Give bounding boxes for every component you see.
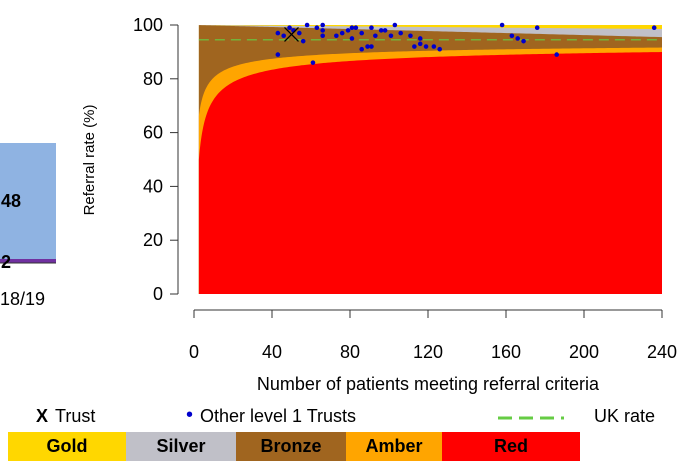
legend-uk-label: UK rate xyxy=(594,406,656,426)
band-bronze: Bronze xyxy=(236,432,346,461)
band-gold: Gold xyxy=(8,432,126,461)
other-trust-point xyxy=(417,41,423,47)
legend-trust-marker: X xyxy=(36,406,49,426)
band-amber: Amber xyxy=(346,432,442,461)
legend-others-label: Other level 1 Trusts xyxy=(200,406,357,426)
other-trust-point xyxy=(554,52,559,57)
other-trust-point xyxy=(521,38,526,44)
left-bar-segment-main xyxy=(0,143,56,259)
other-trust-point xyxy=(304,22,310,28)
x-tick-label: 240 xyxy=(647,342,677,362)
x-axis-label: Number of patients meeting referral crit… xyxy=(257,374,600,394)
other-trust-point xyxy=(345,28,351,33)
y-tick-label: 60 xyxy=(143,123,163,143)
other-trust-point xyxy=(369,44,374,49)
other-trust-point xyxy=(515,36,520,41)
other-trust-point xyxy=(275,52,281,57)
legend-uk-line xyxy=(498,416,564,420)
other-trust-point xyxy=(509,33,515,39)
other-trust-point xyxy=(378,28,384,33)
other-trust-point xyxy=(365,44,370,49)
other-trust-point xyxy=(392,22,398,28)
other-trust-point xyxy=(339,30,345,36)
other-trust-point xyxy=(310,60,316,65)
band-silver: Silver xyxy=(126,432,236,461)
other-trust-point xyxy=(651,25,657,30)
legend-others-marker: • xyxy=(186,404,194,426)
other-trust-point xyxy=(353,25,359,30)
other-trust-point xyxy=(349,36,355,41)
x-tick-label: 80 xyxy=(340,342,360,362)
trust-marker xyxy=(284,26,299,42)
other-trust-point xyxy=(320,22,326,28)
other-trust-point xyxy=(431,44,437,49)
axes: 0 20 40 60 80 100 0 40 80 120 160 200 240 Number of p… xyxy=(81,15,677,394)
y-axis-label: Referral rate (%) xyxy=(81,105,98,216)
other-trust-point xyxy=(398,30,404,36)
x-tick-label: 200 xyxy=(569,342,599,362)
legend-trust-label: Trust xyxy=(55,406,96,426)
other-trust-point xyxy=(388,33,394,39)
left-bar-label-main: 48 xyxy=(1,191,21,211)
left-bar-panel: 48 2 18/19 xyxy=(0,143,56,309)
area-red xyxy=(198,52,662,294)
other-trust-point xyxy=(373,33,378,39)
left-bar-category-label: 18/19 xyxy=(0,289,45,309)
other-trust-point xyxy=(369,25,374,30)
x-tick-label: 0 xyxy=(189,342,199,362)
y-tick-label: 80 xyxy=(143,69,163,89)
y-tick-label: 100 xyxy=(133,15,163,35)
other-trust-point xyxy=(382,28,388,33)
other-trust-point xyxy=(334,33,339,39)
left-bar-label-thin: 2 xyxy=(1,252,11,272)
other-trust-point xyxy=(275,30,281,36)
other-trust-point xyxy=(359,30,365,36)
x-tick-label: 40 xyxy=(262,342,282,362)
other-trust-point xyxy=(499,22,505,28)
trust-marker-stroke xyxy=(284,26,299,42)
plot-area xyxy=(198,22,662,294)
other-trust-point xyxy=(359,46,365,52)
y-tick-label: 0 xyxy=(153,284,163,304)
other-trust-point xyxy=(287,25,292,30)
y-tick-label: 40 xyxy=(143,176,163,196)
x-tick-label: 120 xyxy=(413,342,443,362)
other-trust-point xyxy=(320,28,326,33)
other-trust-point xyxy=(408,33,413,39)
other-trust-point xyxy=(534,25,540,30)
x-tick-label: 160 xyxy=(491,342,521,362)
other-trust-point xyxy=(300,38,306,44)
other-trust-point xyxy=(437,46,443,52)
band-red: Red xyxy=(442,432,580,461)
other-trust-point xyxy=(349,25,355,30)
other-trust-point xyxy=(412,44,417,49)
other-trust-point xyxy=(297,30,302,36)
other-trust-point xyxy=(320,33,326,39)
other-trust-point xyxy=(417,36,423,41)
y-tick-label: 20 xyxy=(143,230,163,250)
left-bar-segment-thin xyxy=(0,259,56,263)
other-trust-point xyxy=(281,33,287,39)
other-trust-point xyxy=(314,25,320,30)
other-trust-point xyxy=(423,44,429,49)
